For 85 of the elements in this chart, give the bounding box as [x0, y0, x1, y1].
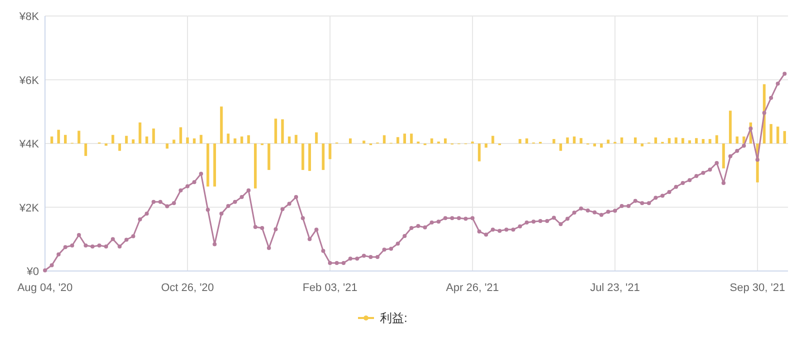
bar — [566, 137, 569, 144]
y-tick-label: ¥6K — [18, 74, 40, 87]
bar — [274, 118, 278, 144]
bar — [681, 138, 684, 144]
y-tick-label: ¥2K — [18, 202, 40, 214]
bar — [200, 134, 202, 144]
bar — [640, 144, 644, 146]
bar — [708, 139, 712, 144]
y-tick-label: ¥8K — [18, 11, 40, 23]
bar — [776, 126, 780, 144]
bar — [362, 140, 366, 144]
bar — [736, 136, 738, 144]
bar — [166, 144, 168, 149]
bar — [715, 135, 718, 144]
bar — [78, 130, 80, 144]
bar — [145, 136, 148, 144]
bar — [308, 144, 311, 171]
bar — [118, 144, 121, 151]
bar — [403, 134, 406, 144]
bar — [192, 138, 196, 144]
bar — [593, 144, 596, 146]
bar — [783, 131, 786, 144]
bar — [220, 106, 223, 144]
bar — [674, 137, 678, 144]
bar — [668, 138, 671, 144]
bar — [348, 138, 352, 144]
bar — [722, 144, 725, 168]
bar — [111, 134, 114, 144]
bar — [559, 144, 562, 151]
bar — [50, 136, 54, 144]
x-tick-label: Feb 03, '21 — [302, 282, 358, 294]
bar — [606, 140, 610, 144]
bar — [728, 110, 732, 144]
bar — [382, 135, 386, 144]
bar — [125, 136, 128, 144]
bar — [172, 140, 176, 144]
bar — [186, 137, 189, 144]
x-tick-label: Oct 26, '20 — [161, 282, 214, 294]
bar — [57, 130, 60, 144]
bar — [288, 136, 291, 144]
bar — [179, 127, 182, 144]
bar — [620, 137, 624, 144]
bar — [84, 144, 88, 156]
y-tick-label: ¥4K — [18, 138, 40, 150]
bar — [600, 144, 603, 148]
bar — [234, 138, 236, 144]
bar — [572, 136, 576, 144]
bar — [247, 135, 250, 144]
bar — [315, 132, 318, 144]
bar — [430, 138, 434, 144]
bar — [301, 144, 304, 170]
bar — [525, 138, 528, 144]
bar — [702, 139, 705, 144]
bar — [770, 124, 772, 144]
bar — [491, 136, 494, 144]
bar — [552, 139, 556, 144]
bar — [64, 134, 67, 144]
legend-label: 利益: — [380, 311, 408, 325]
x-tick-label: Jul 23, '21 — [590, 282, 640, 294]
x-tick-label: Sep 30, '21 — [730, 282, 786, 294]
bar — [281, 119, 284, 144]
bar — [226, 134, 230, 144]
x-tick-label: Apr 26, '21 — [446, 282, 499, 294]
x-tick-label: Aug 04, '20 — [17, 282, 73, 294]
bar — [322, 144, 325, 170]
bar — [328, 144, 332, 160]
bar — [484, 144, 488, 148]
bar — [695, 138, 698, 144]
bar — [138, 122, 142, 144]
bar — [206, 144, 210, 187]
bar — [580, 138, 582, 144]
bar — [240, 136, 244, 144]
bar — [478, 144, 481, 162]
bar — [518, 139, 522, 144]
y-tick-label: ¥0 — [26, 266, 39, 278]
bar — [410, 134, 413, 144]
bar — [654, 137, 658, 144]
bar — [152, 128, 155, 144]
bar — [294, 134, 298, 144]
bar — [634, 137, 637, 144]
bar — [444, 138, 447, 144]
bar — [268, 144, 270, 170]
bar — [254, 144, 257, 188]
bar — [396, 137, 400, 144]
bar — [213, 144, 216, 187]
